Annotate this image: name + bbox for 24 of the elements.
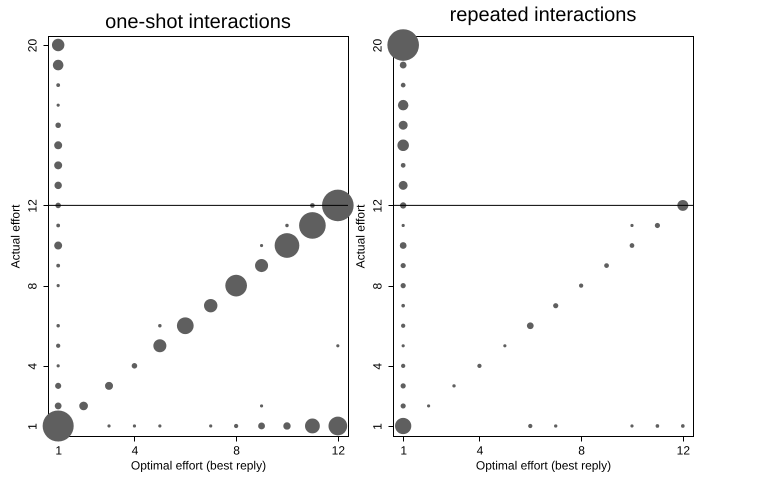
x-tick-label: 8	[233, 444, 240, 458]
x-tick-label: 1	[400, 444, 408, 458]
y-tick-label: 4	[26, 362, 40, 370]
x-tick-label: 4	[132, 444, 139, 458]
chart-title: repeated interactions	[450, 4, 636, 26]
y-tick-label: 1	[26, 422, 40, 430]
x-tick-label: 8	[578, 444, 586, 458]
y-tick-label: 20	[26, 38, 40, 52]
x-tick-label: 4	[476, 444, 484, 458]
y-tick-label: 8	[26, 282, 40, 290]
x-tick-label: 12	[332, 444, 346, 458]
y-tick-label: 1	[370, 422, 384, 430]
x-tick-label: 1	[55, 444, 62, 458]
x-axis-title: Optimal effort (best reply)	[476, 458, 612, 472]
x-axis-title: Optimal effort (best reply)	[130, 458, 266, 472]
y-tick-label: 20	[370, 38, 384, 52]
y-tick-label: 12	[370, 198, 384, 213]
y-tick-label: 12	[26, 198, 40, 213]
x-tick-label: 12	[676, 444, 690, 458]
y-axis-title: Actual effort	[8, 204, 22, 268]
chart-title: one-shot interactions	[105, 11, 291, 33]
y-tick-label: 4	[370, 362, 384, 370]
y-tick-label: 8	[370, 282, 384, 290]
y-axis-title: Actual effort	[354, 204, 368, 268]
